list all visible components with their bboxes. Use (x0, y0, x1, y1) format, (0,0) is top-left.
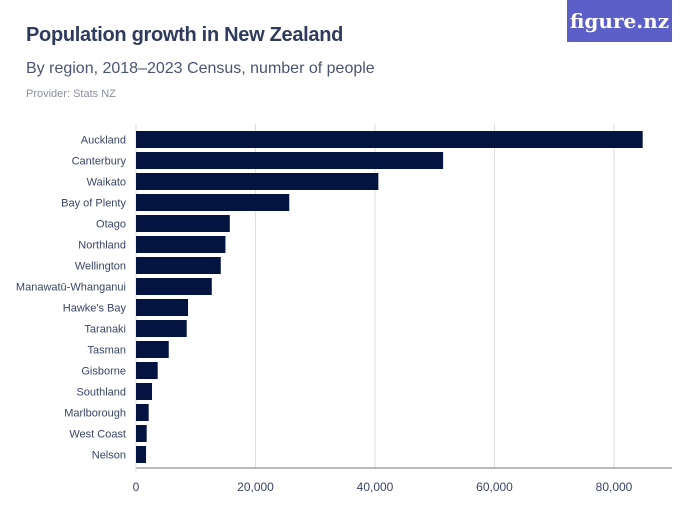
category-label: Auckland (81, 135, 126, 147)
bar-auckland (136, 131, 643, 148)
category-label: Gisborne (81, 366, 126, 378)
category-label: Southland (76, 387, 126, 399)
bar-taranaki (136, 320, 187, 337)
category-label: Taranaki (84, 324, 126, 336)
bar-wellington (136, 257, 221, 274)
x-tick-label: 0 (133, 480, 140, 494)
x-tick-label: 20,000 (237, 480, 274, 494)
bar-nelson (136, 446, 147, 463)
bar-gisborne (136, 362, 158, 379)
bar-west-coast (136, 425, 147, 442)
bar-manawat-whanganui (136, 278, 212, 295)
category-label: Tasman (87, 345, 126, 357)
category-label: Marlborough (64, 408, 126, 420)
category-label: Northland (78, 240, 126, 252)
bar-southland (136, 383, 153, 400)
bar-bay-of-plenty (136, 194, 290, 211)
x-tick-label: 40,000 (357, 480, 394, 494)
category-label: Hawke's Bay (63, 303, 127, 315)
bar-tasman (136, 341, 169, 358)
category-label: Wellington (75, 261, 126, 273)
bar-waikato (136, 173, 379, 190)
category-label: Nelson (92, 450, 126, 462)
x-tick-label: 60,000 (476, 480, 513, 494)
bar-marlborough (136, 404, 149, 421)
category-label: Otago (96, 219, 126, 231)
category-label: Waikato (87, 177, 126, 189)
chart-subtitle: By region, 2018–2023 Census, number of p… (26, 60, 375, 77)
category-label: Manawatū-Whanganui (16, 282, 126, 294)
bar-hawke-s-bay (136, 299, 189, 316)
chart-title: Population growth in New Zealand (26, 24, 344, 46)
category-label: West Coast (69, 429, 126, 441)
bar-canterbury (136, 152, 444, 169)
figure-nz-logo[interactable]: figure.nz (567, 0, 672, 42)
provider-text: Provider: Stats NZ (26, 88, 116, 100)
bar-otago (136, 215, 230, 232)
category-label: Bay of Plenty (61, 198, 126, 210)
category-label: Canterbury (72, 156, 127, 168)
x-tick-label: 80,000 (596, 480, 633, 494)
bar-northland (136, 236, 226, 253)
